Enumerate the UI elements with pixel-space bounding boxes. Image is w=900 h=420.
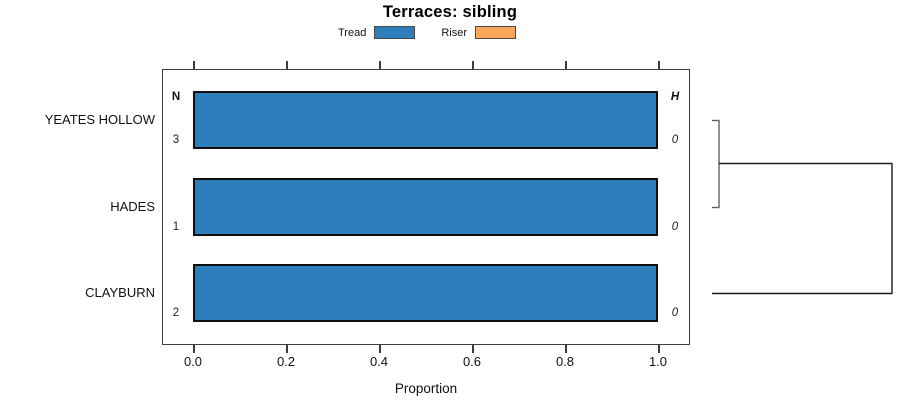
proportion-bar — [193, 264, 658, 322]
bar-segment-tread — [193, 91, 658, 149]
category-label: YEATES HOLLOW — [44, 112, 155, 127]
x-axis-tick-top — [379, 61, 381, 69]
n-value: 2 — [172, 307, 180, 319]
tread-color-swatch-icon — [374, 26, 416, 39]
x-axis-tick-top — [565, 61, 567, 69]
h-value: 0 — [671, 134, 679, 146]
chart-title: Terraces: sibling — [382, 3, 518, 21]
x-axis-tick-top — [658, 61, 660, 69]
x-axis-tick-bottom — [565, 345, 567, 353]
riser-color-swatch-icon — [475, 26, 516, 39]
x-axis-tick-top — [472, 61, 474, 69]
x-axis-tick-label: 1.0 — [648, 354, 668, 369]
category-label: HADES — [110, 199, 155, 214]
x-axis-tick-label: 0.2 — [276, 354, 296, 369]
legend-label: Riser — [441, 26, 467, 39]
x-axis-tick-bottom — [193, 345, 195, 353]
h-value: 0 — [671, 221, 679, 233]
x-axis-tick-top — [193, 61, 195, 69]
legend-item-riser: Riser — [441, 26, 516, 39]
x-axis-tick-bottom — [286, 345, 288, 353]
proportion-bar — [193, 178, 658, 236]
x-axis-tick-label: 0.0 — [183, 354, 203, 369]
chart-legend: Tread Riser — [338, 26, 516, 39]
x-axis-tick-top — [286, 61, 288, 69]
h-column-header: H — [670, 91, 680, 103]
legend-item-tread: Tread — [338, 26, 416, 39]
n-value: 1 — [172, 221, 180, 233]
x-axis-tick-label: 0.6 — [462, 354, 482, 369]
x-axis-tick-bottom — [472, 345, 474, 353]
bar-segment-tread — [193, 264, 658, 322]
n-column-header: N — [171, 91, 181, 103]
x-axis-tick-label: 0.8 — [555, 354, 575, 369]
legend-label: Tread — [338, 26, 367, 39]
category-label: CLAYBURN — [85, 285, 155, 300]
n-value: 3 — [172, 134, 180, 146]
proportion-bar — [193, 91, 658, 149]
x-axis-tick-bottom — [379, 345, 381, 353]
x-axis-title: Proportion — [394, 381, 458, 396]
x-axis-tick-bottom — [658, 345, 660, 353]
h-value: 0 — [671, 307, 679, 319]
x-axis-tick-label: 0.4 — [369, 354, 389, 369]
bar-segment-tread — [193, 178, 658, 236]
